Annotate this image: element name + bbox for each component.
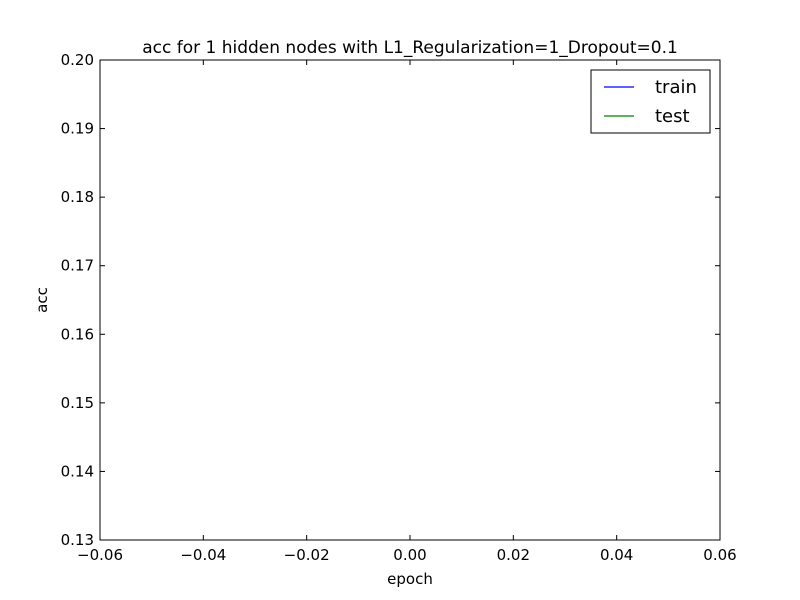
- legend-label-test: test: [655, 106, 690, 127]
- x-tick-label: 0.06: [703, 546, 736, 564]
- y-axis-ticks: 0.13 0.14 0.15 0.16 0.17 0.18 0.19 0.20: [61, 51, 720, 549]
- legend: train test: [590, 69, 711, 134]
- x-tick-label: −0.06: [77, 546, 123, 564]
- x-tick-label: 0.00: [393, 546, 426, 564]
- plot-area: [99, 59, 721, 541]
- y-tick-label: 0.19: [61, 120, 94, 138]
- x-tick-label: −0.02: [284, 546, 330, 564]
- y-tick-label: 0.13: [61, 531, 94, 549]
- legend-box: [590, 69, 711, 134]
- y-tick-label: 0.18: [61, 188, 94, 206]
- x-tick-label: −0.04: [180, 546, 226, 564]
- x-tick-label: 0.02: [497, 546, 530, 564]
- y-axis-label: acc: [33, 287, 51, 313]
- x-axis-label: epoch: [387, 570, 433, 588]
- y-tick-label: 0.17: [61, 257, 94, 275]
- y-tick-label: 0.14: [61, 462, 94, 480]
- x-tick-label: 0.04: [600, 546, 633, 564]
- x-axis-ticks: −0.06 −0.04 −0.02 0.00 0.02 0.04 0.06: [77, 60, 737, 564]
- legend-label-train: train: [655, 77, 697, 98]
- y-tick-label: 0.20: [61, 51, 94, 69]
- y-tick-label: 0.15: [61, 394, 94, 412]
- chart-title: acc for 1 hidden nodes with L1_Regulariz…: [142, 38, 678, 58]
- y-tick-label: 0.16: [61, 325, 94, 343]
